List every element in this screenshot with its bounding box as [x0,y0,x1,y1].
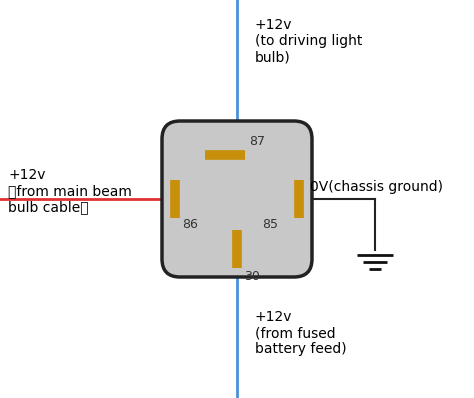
FancyBboxPatch shape [162,121,312,277]
Text: 85: 85 [262,218,278,231]
Text: +12v
(from fused
battery feed): +12v (from fused battery feed) [255,310,346,356]
Text: 30: 30 [244,270,260,283]
Text: +12v
(to driving light
bulb): +12v (to driving light bulb) [255,18,363,64]
Text: 87: 87 [249,135,265,148]
Text: 86: 86 [182,218,198,231]
Text: 0V(chassis ground): 0V(chassis ground) [310,180,443,194]
Text: +12v
（from main beam
bulb cable）: +12v （from main beam bulb cable） [8,168,132,215]
